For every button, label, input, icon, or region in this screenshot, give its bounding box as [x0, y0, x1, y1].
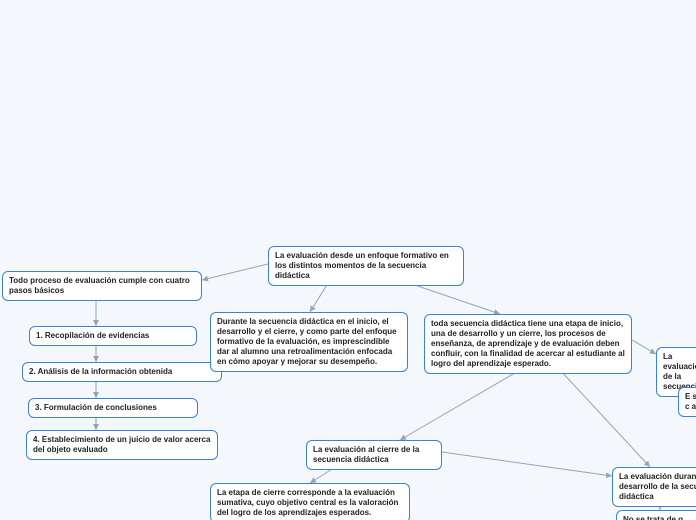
node-durante-secuencia: Durante la secuencia didáctica en el ini… [210, 312, 408, 372]
node-proceso-evaluacion: Todo proceso de evaluación cumple con cu… [2, 271, 202, 301]
node-no-trata-partial: No se trata de g [616, 510, 696, 520]
diagram-canvas: La evaluación desde un enfoque formativo… [0, 0, 696, 520]
node-evaluacion-desarrollo: La evaluación durante el desarrollo de l… [612, 467, 696, 507]
node-partial-e: E s c a [678, 387, 696, 417]
node-paso-1: 1. Recopilación de evidencias [29, 326, 197, 346]
node-paso-2: 2. Análisis de la información obtenida [22, 362, 222, 382]
node-evaluacion-cierre: La evaluación al cierre de la secuencia … [306, 440, 442, 470]
node-etapa-cierre: La etapa de cierre corresponde a la eval… [210, 483, 410, 520]
node-paso-4: 4. Establecimiento de un juicio de valor… [26, 430, 218, 460]
node-paso-3: 3. Formulación de conclusiones [28, 398, 198, 418]
node-root: La evaluación desde un enfoque formativo… [268, 246, 464, 286]
node-toda-secuencia: toda secuencia didáctica tiene una etapa… [424, 314, 632, 374]
